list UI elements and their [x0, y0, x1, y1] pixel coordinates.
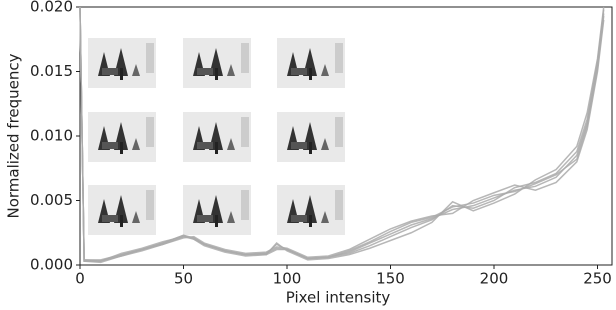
- y-tick-label: 0.005: [30, 191, 73, 209]
- plot-frame: [79, 6, 613, 266]
- x-axis-label: Pixel intensity: [286, 289, 391, 307]
- y-tick-label: 0.010: [30, 127, 73, 145]
- x-tick-label: 200: [480, 270, 509, 288]
- x-tick-label: 250: [583, 270, 612, 288]
- x-tick-label: 50: [174, 270, 193, 288]
- y-axis-label: Normalized frequency: [5, 53, 23, 218]
- y-tick-label: 0.000: [30, 256, 73, 274]
- y-tick-label: 0.020: [30, 0, 73, 16]
- line: [79, 6, 605, 262]
- x-tick-label: 150: [376, 270, 405, 288]
- y-tick-label: 0.015: [30, 62, 73, 80]
- x-tick-label: 100: [273, 270, 302, 288]
- thumbnails: [88, 38, 345, 235]
- x-tick-label: 0: [75, 270, 85, 288]
- line: [79, 6, 605, 262]
